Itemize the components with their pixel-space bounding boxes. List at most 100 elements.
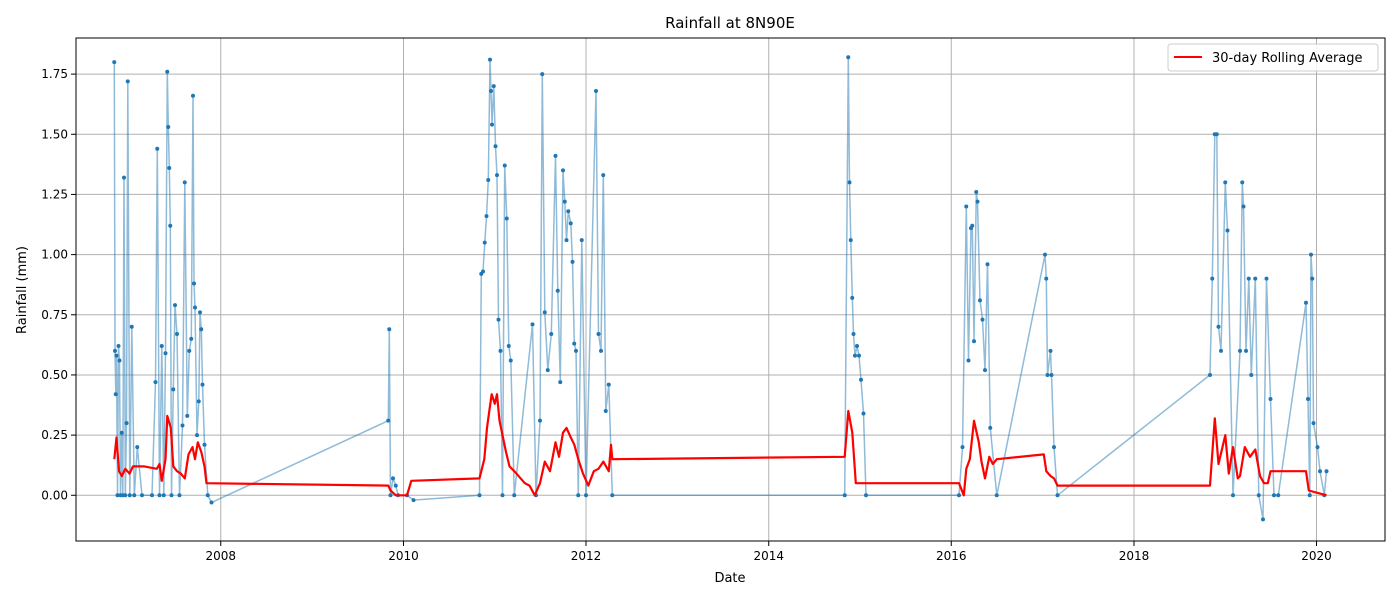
- daily-point: [165, 69, 170, 74]
- daily-point: [508, 358, 513, 363]
- daily-point: [566, 209, 571, 214]
- x-axis: 2008 2010 2012 2014 2016 2018 2020: [205, 541, 1332, 563]
- daily-point: [861, 411, 866, 416]
- daily-point: [558, 380, 563, 385]
- y-tick-label: 0.25: [41, 428, 68, 442]
- daily-point: [182, 180, 187, 185]
- plot-frame: [75, 37, 1386, 542]
- daily-point: [974, 190, 979, 195]
- x-tick-label: 2010: [388, 549, 419, 563]
- daily-point: [1055, 493, 1060, 498]
- daily-point: [562, 199, 567, 204]
- daily-point: [1043, 252, 1047, 257]
- daily-point: [132, 493, 137, 498]
- y-tick-label: 1.25: [41, 187, 68, 201]
- daily-point: [153, 380, 158, 385]
- daily-point: [496, 317, 501, 322]
- y-tick-label: 1.00: [41, 248, 68, 262]
- daily-point: [161, 493, 166, 498]
- daily-point: [393, 483, 398, 488]
- daily-point: [119, 430, 124, 435]
- daily-point: [610, 493, 615, 498]
- daily-point: [980, 317, 985, 322]
- daily-point: [842, 493, 847, 498]
- daily-point: [561, 168, 565, 173]
- daily-point: [574, 348, 578, 353]
- daily-point: [1256, 493, 1261, 498]
- legend-box: [1167, 43, 1379, 72]
- daily-point: [1044, 276, 1049, 281]
- daily-point: [1223, 180, 1228, 185]
- daily-point: [975, 199, 980, 204]
- daily-point: [1244, 348, 1248, 353]
- daily-point: [864, 493, 868, 498]
- daily-point: [127, 493, 132, 498]
- daily-point: [1276, 493, 1281, 498]
- daily-point: [601, 173, 606, 178]
- daily-point: [193, 305, 197, 310]
- daily-point: [498, 348, 503, 353]
- daily-point: [484, 214, 489, 219]
- daily-point: [129, 324, 134, 329]
- daily-point: [209, 500, 214, 505]
- daily-point: [482, 240, 487, 245]
- daily-point: [157, 493, 162, 498]
- y-tick-label: 0.00: [41, 488, 68, 502]
- x-axis-label: Date: [714, 571, 745, 586]
- daily-point: [155, 146, 160, 151]
- daily-point: [200, 382, 205, 387]
- x-tick-label: 2014: [753, 549, 784, 563]
- daily-point: [195, 433, 199, 438]
- legend: 30-day Rolling Average: [1167, 43, 1379, 72]
- y-axis-label: Rainfall (mm): [15, 246, 30, 334]
- daily-point: [855, 344, 859, 349]
- daily-point: [113, 348, 117, 353]
- daily-point: [1238, 348, 1242, 353]
- daily-point: [113, 392, 118, 397]
- daily-point: [489, 88, 493, 93]
- daily-point: [1310, 276, 1315, 281]
- chart-title: Rainfall at 8N90E: [665, 14, 795, 32]
- y-axis: 0.00 0.25 0.50 0.75 1.00 1.25 1.50 1.75: [41, 67, 76, 502]
- daily-point: [175, 332, 179, 337]
- daily-point: [163, 351, 168, 356]
- daily-point: [1272, 493, 1276, 498]
- grid-lines: [76, 38, 1385, 541]
- daily-point: [1210, 276, 1215, 281]
- daily-point: [477, 493, 482, 498]
- daily-point: [189, 336, 194, 341]
- daily-point: [502, 163, 507, 168]
- daily-point: [1241, 204, 1246, 209]
- x-tick-label: 2016: [936, 549, 967, 563]
- daily-point: [486, 177, 491, 182]
- y-tick-label: 1.50: [41, 127, 68, 141]
- daily-point: [850, 295, 855, 300]
- daily-point: [504, 216, 509, 221]
- daily-point: [847, 180, 852, 185]
- daily-point: [579, 238, 584, 243]
- daily-point: [1231, 493, 1235, 498]
- daily-point: [1264, 276, 1269, 281]
- daily-point: [495, 173, 499, 178]
- daily-point: [411, 498, 416, 503]
- daily-point: [198, 310, 202, 315]
- daily-point: [1214, 132, 1219, 137]
- y-tick-label: 0.50: [41, 368, 68, 382]
- daily-point: [117, 358, 122, 363]
- daily-point: [168, 223, 173, 228]
- daily-point: [180, 423, 185, 428]
- daily-point: [584, 493, 588, 498]
- daily-point: [853, 353, 857, 358]
- daily-point: [555, 288, 560, 293]
- daily-point: [1049, 372, 1054, 377]
- daily-point: [1268, 397, 1273, 402]
- daily-point: [970, 223, 975, 228]
- daily-series: [112, 55, 1329, 522]
- daily-point: [851, 332, 856, 337]
- daily-point: [859, 377, 863, 382]
- daily-point: [386, 418, 391, 423]
- daily-point: [1045, 372, 1050, 377]
- daily-point: [1249, 372, 1254, 377]
- daily-point: [388, 493, 393, 498]
